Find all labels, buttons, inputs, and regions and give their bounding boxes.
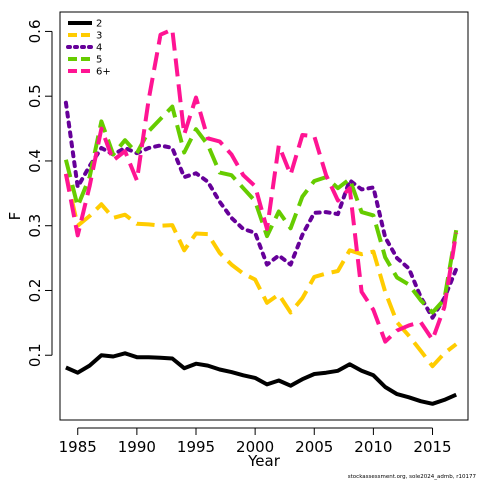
series-line-5	[63, 27, 459, 344]
y-tick-label: 0.1	[26, 343, 44, 367]
y-tick-label: 0.2	[26, 279, 44, 303]
x-tick-label: 1995	[177, 438, 215, 456]
legend-label-2: 3	[96, 31, 102, 42]
series-line-3	[63, 100, 459, 320]
x-tick-label: 2015	[413, 438, 451, 456]
legend-label-5: 6+	[96, 67, 111, 78]
y-tick-label: 0.6	[26, 19, 44, 43]
x-tick-label: 1990	[118, 438, 156, 456]
x-axis: 1985 1990 1995 2000 2005 2010 2015	[59, 427, 452, 456]
y-axis: 0.1 0.2 0.3 0.4 0.5 0.6	[26, 19, 53, 367]
series-line-1	[65, 351, 458, 406]
x-axis-title: Year	[247, 452, 281, 470]
x-tick-label: 1985	[59, 438, 97, 456]
y-tick-label: 0.3	[26, 214, 44, 238]
x-tick-label: 2000	[236, 438, 274, 456]
series-layer	[63, 27, 459, 406]
footnote: stockassessment.org, sole2024_admb, r101…	[348, 474, 477, 480]
x-tick-label: 2005	[295, 438, 333, 456]
x-tick-label: 2010	[354, 438, 392, 456]
y-tick-label: 0.5	[26, 84, 44, 108]
legend-label-1: 2	[96, 19, 102, 30]
legend-label-3: 4	[96, 43, 102, 54]
plot-frame	[59, 11, 469, 421]
y-axis-title: F	[6, 212, 24, 221]
series-line-4	[63, 104, 459, 315]
series-line-2	[63, 173, 458, 369]
y-tick-label: 0.4	[26, 149, 44, 173]
legend-label-4: 5	[96, 55, 102, 66]
